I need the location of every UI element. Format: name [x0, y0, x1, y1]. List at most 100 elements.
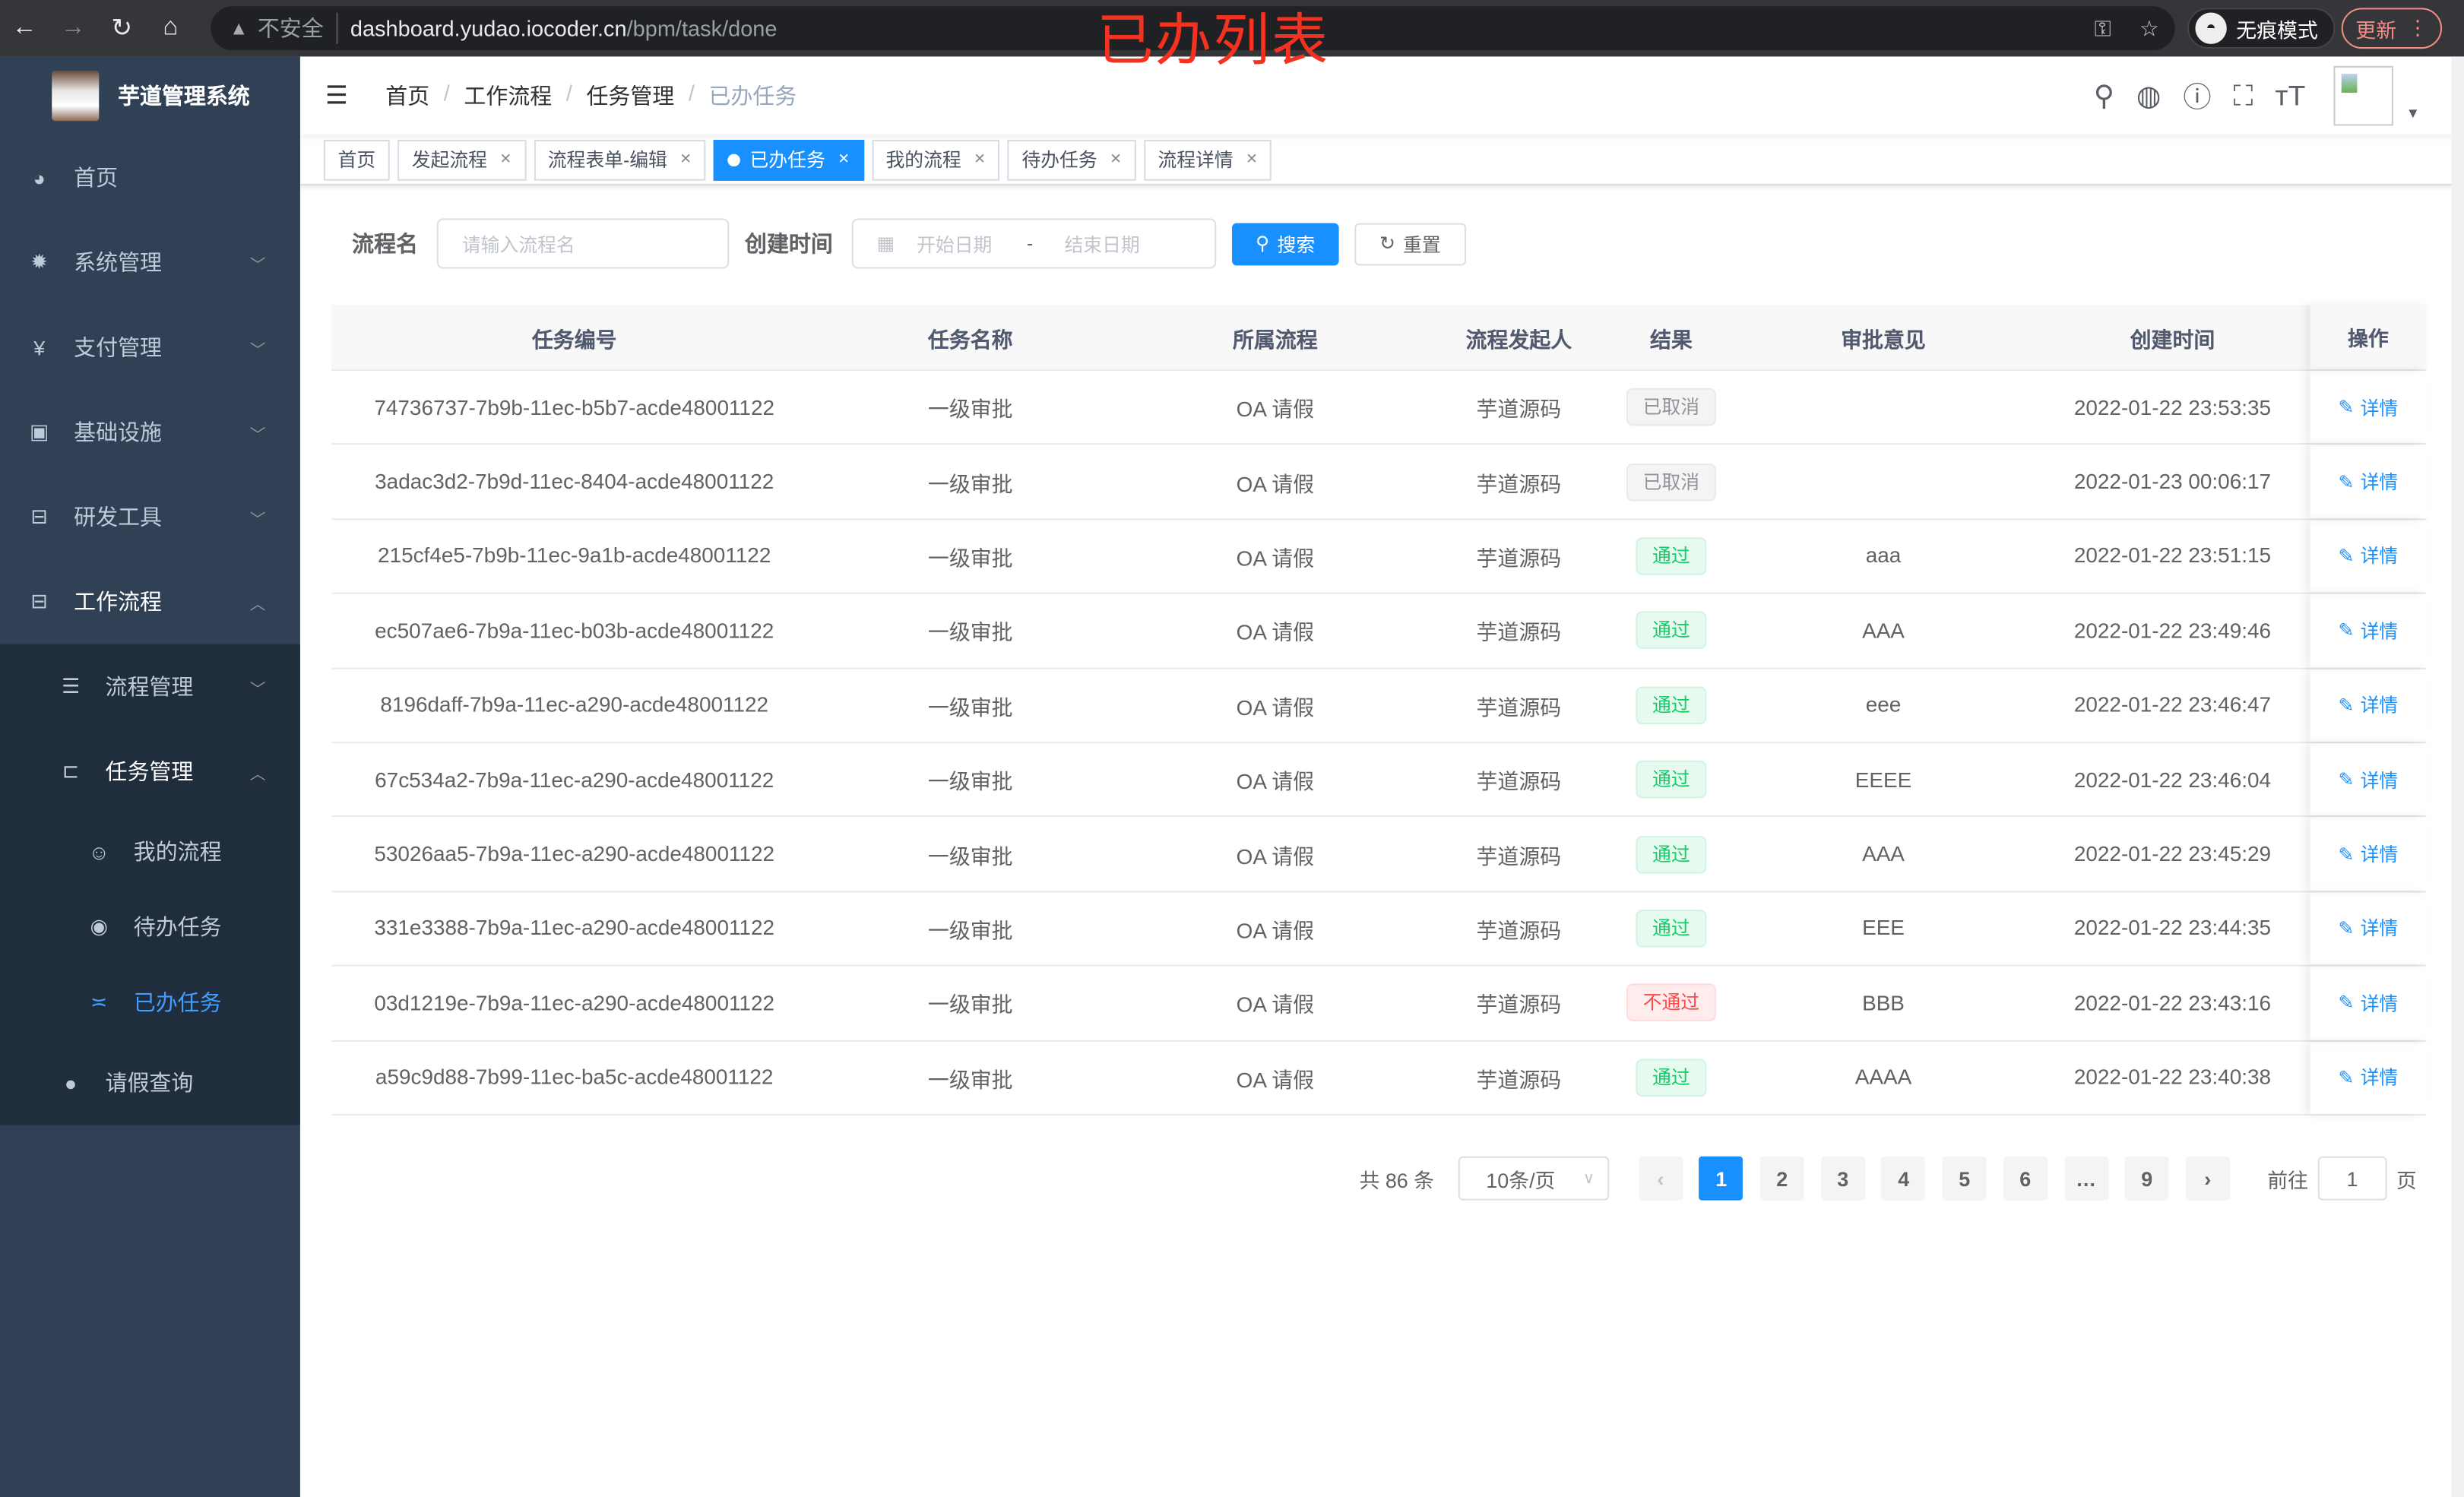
detail-button[interactable]: ✎ 详情 [2310, 818, 2426, 891]
cell: OA 请假 [1236, 397, 1315, 422]
breadcrumb-item[interactable]: 首页 [385, 83, 430, 109]
sidebar-item-task-manage[interactable]: ⊏ 任务管理 ︿ [0, 729, 300, 814]
tag-done-task[interactable]: 已办任务 ✕ [713, 138, 864, 180]
tag-todo[interactable]: 待办任务 ✕ [1007, 138, 1136, 180]
reload-icon[interactable]: ↻ [111, 15, 133, 43]
back-icon[interactable]: ← [11, 14, 37, 41]
detail-button[interactable]: ✎ 详情 [2310, 371, 2426, 444]
cell: 芋道源码 [1476, 770, 1562, 794]
page-button[interactable]: 1 [1699, 1156, 1743, 1201]
page-button[interactable]: … [2063, 1156, 2108, 1201]
detail-label: 详情 [2360, 546, 2399, 568]
start-date-input[interactable]: 开始日期 [917, 233, 993, 255]
github-icon[interactable]: ◍ [2136, 79, 2162, 111]
detail-button[interactable]: ✎ 详情 [2310, 520, 2426, 593]
tag-home[interactable]: 首页 [323, 138, 390, 180]
incognito-badge[interactable]: ◓ 无痕模式 [2187, 8, 2336, 49]
detail-button[interactable]: ✎ 详情 [2310, 669, 2426, 742]
detail-button[interactable]: ✎ 详情 [2310, 967, 2426, 1040]
sidebar-item-tools[interactable]: ⊟ 研发工具 ﹀ [0, 474, 300, 559]
edit-icon: ✎ [2338, 768, 2355, 791]
cell: OA 请假 [1236, 472, 1315, 496]
page-button[interactable]: 6 [2003, 1156, 2048, 1201]
tag-process-detail[interactable]: 流程详情 ✕ [1143, 138, 1272, 180]
result-badge: 通过 [1636, 1058, 1706, 1097]
end-date-input[interactable]: 结束日期 [1064, 233, 1140, 255]
tags-view: 首页 发起流程 ✕ 流程表单-编辑 ✕ 已办任务 ✕ 我的流程 ✕ 待办任务 ✕ 流程详情… [299, 135, 2464, 185]
page-scrollbar[interactable] [2451, 56, 2464, 1497]
next-page-button[interactable]: › [2185, 1156, 2230, 1201]
tag-form-edit[interactable]: 流程表单-编辑 ✕ [534, 138, 706, 180]
sidebar-item-todo[interactable]: ◉ 待办任务 [0, 889, 300, 964]
sidebar-item-home[interactable]: ◕ 首页 [0, 135, 300, 220]
font-size-icon[interactable]: ᴛT [2275, 79, 2306, 111]
close-icon[interactable]: ✕ [679, 150, 692, 167]
key-icon[interactable]: ⚿ [2094, 14, 2111, 40]
table-row: 67c534a2-7b9a-11ec-a290-acde48001122 一级审批… [331, 743, 2427, 818]
close-icon[interactable]: ✕ [499, 150, 512, 167]
update-button[interactable]: 更新 ⋮ [2341, 8, 2443, 49]
close-icon[interactable]: ✕ [1110, 150, 1122, 167]
reset-button[interactable]: ↻ 重置 [1354, 222, 1466, 265]
sidebar-item-leave[interactable]: ● 请假查询 [0, 1040, 300, 1125]
done-task-table: 任务编号 任务名称 所属流程 流程发起人 结果 审批意见 创建时间 操作 747… [331, 305, 2427, 1116]
chevron-down-icon: ﹀ [249, 426, 266, 445]
sidebar-item-process-manage[interactable]: ☰ 流程管理 ﹀ [0, 644, 300, 730]
sidebar-item-system[interactable]: ✹ 系统管理 ﹀ [0, 220, 300, 305]
home-icon[interactable]: ⌂ [163, 14, 179, 41]
date-range-picker[interactable]: ▦ 开始日期 - 结束日期 [851, 218, 1217, 269]
detail-button[interactable]: ✎ 详情 [2310, 1041, 2426, 1114]
user-icon: ● [64, 1071, 78, 1095]
cell: AAA [1862, 842, 1905, 866]
address-bar[interactable]: ▲ 不安全 dashboard.yudao.iocoder.cn/bpm/tas… [211, 6, 2175, 51]
search-button[interactable]: ⚲ 搜索 [1231, 222, 1339, 265]
refresh-icon: ↻ [1379, 233, 1395, 255]
logo: 芋道管理系统 [0, 56, 300, 135]
sidebar-item-infra[interactable]: ▣ 基础设施 ﹀ [0, 390, 300, 475]
cell: 2022-01-22 23:49:46 [2073, 619, 2272, 643]
close-icon[interactable]: ✕ [838, 150, 850, 167]
page-size-select[interactable]: 10条/页 ∨ [1458, 1156, 1609, 1201]
chevron-down-icon: ﹀ [249, 257, 266, 274]
star-icon[interactable]: ☆ [2139, 14, 2159, 40]
page-button[interactable]: 9 [2124, 1156, 2169, 1201]
close-icon[interactable]: ✕ [974, 150, 986, 167]
cell: 一级审批 [927, 695, 1013, 720]
cell: 一级审批 [927, 993, 1013, 1018]
sidebar-item-my-process[interactable]: ☺ 我的流程 [0, 814, 300, 889]
hamburger-icon[interactable]: ☰ [325, 83, 348, 110]
cell: 芋道源码 [1476, 993, 1562, 1018]
avatar[interactable] [2333, 65, 2394, 126]
sidebar-item-pay[interactable]: ¥ 支付管理 ﹀ [0, 305, 300, 390]
cell: OA 请假 [1236, 844, 1315, 869]
caret-down-icon[interactable]: ▼ [2405, 105, 2421, 122]
cell: 一级审批 [927, 770, 1013, 794]
detail-button[interactable]: ✎ 详情 [2310, 445, 2426, 518]
process-name-input[interactable]: 请输入流程名 [436, 218, 730, 269]
goto-page-input[interactable]: 1 [2317, 1156, 2387, 1201]
breadcrumb-item[interactable]: 任务管理 [586, 83, 675, 109]
close-icon[interactable]: ✕ [1246, 150, 1258, 167]
tag-start-process[interactable]: 发起流程 ✕ [397, 138, 526, 180]
forward-icon[interactable]: → [60, 14, 86, 41]
page-button[interactable]: 3 [1820, 1156, 1865, 1201]
detail-label: 详情 [2360, 620, 2399, 643]
breadcrumb-item[interactable]: 工作流程 [464, 83, 553, 109]
sidebar-item-workflow[interactable]: ⊟ 工作流程 ︿ [0, 559, 300, 644]
sidebar-item-label: 研发工具 [74, 504, 162, 530]
page-button[interactable]: 5 [1942, 1156, 1987, 1201]
fullscreen-icon[interactable]: ⛶ [2233, 79, 2253, 111]
cell: 芋道源码 [1476, 397, 1562, 422]
search-icon[interactable]: ⚲ [2093, 79, 2114, 111]
page-button[interactable]: 4 [1881, 1156, 1926, 1201]
prev-page-button[interactable]: ‹ [1638, 1156, 1683, 1201]
detail-button[interactable]: ✎ 详情 [2310, 743, 2426, 816]
page-button[interactable]: 2 [1759, 1156, 1804, 1201]
detail-button[interactable]: ✎ 详情 [2310, 892, 2426, 965]
annotation-title: 已办列表 [1097, 8, 1330, 73]
sidebar-item-done[interactable]: ≍ 已办任务 [0, 965, 300, 1040]
detail-button[interactable]: ✎ 详情 [2310, 594, 2426, 667]
tag-my-process[interactable]: 我的流程 ✕ [871, 138, 1000, 180]
help-icon[interactable]: ⓘ [2183, 81, 2212, 113]
url-path: /bpm/task/done [626, 15, 778, 41]
